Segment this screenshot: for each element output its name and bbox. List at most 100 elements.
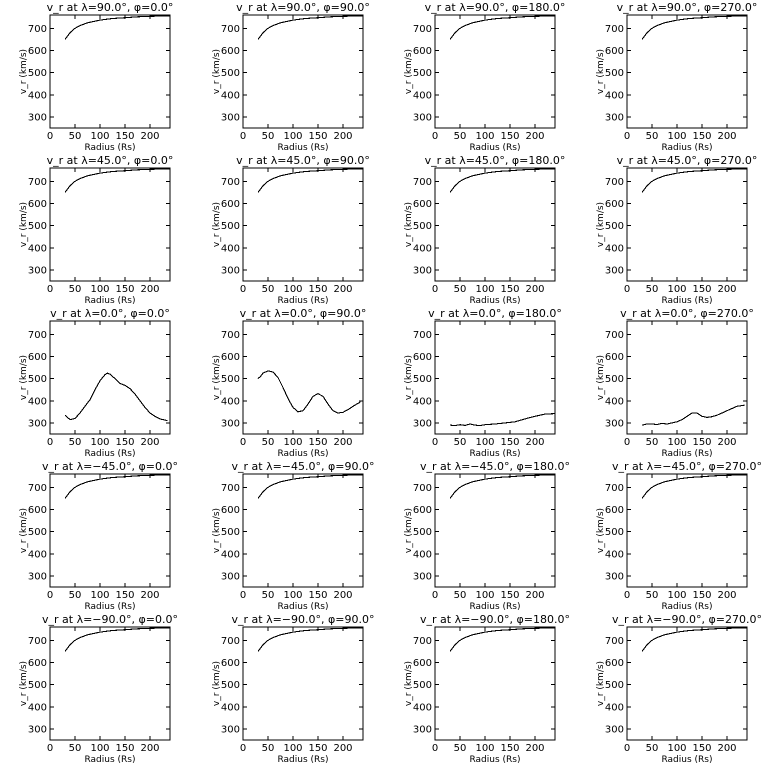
x-tick-label: 200 bbox=[140, 131, 159, 142]
x-tick-label: 150 bbox=[115, 590, 134, 601]
y-axis-label: v_r (km/s) bbox=[596, 355, 606, 400]
y-tick-label: 400 bbox=[28, 396, 47, 407]
y-tick-label: 600 bbox=[28, 46, 47, 57]
x-tick-label: 100 bbox=[667, 437, 686, 448]
y-tick-label: 600 bbox=[605, 199, 624, 210]
x-tick-label: 100 bbox=[475, 437, 494, 448]
chart-panel: v_r at λ=−90.0°, φ=0.0° 0 50 100 150 200 300 40… bbox=[19, 613, 178, 765]
x-tick-label: 200 bbox=[140, 437, 159, 448]
series-line bbox=[64, 372, 168, 422]
y-tick-label: 700 bbox=[413, 636, 432, 647]
x-tick-label: 150 bbox=[692, 437, 711, 448]
series-line bbox=[64, 168, 171, 193]
x-axis-label: Radius (Rs) bbox=[661, 296, 712, 306]
x-axis-label: Radius (Rs) bbox=[277, 755, 328, 765]
chart-panel: v_r at λ=−90.0°, φ=180.0° 0 50 100 150 200 300… bbox=[404, 613, 570, 765]
y-tick-label: 400 bbox=[221, 243, 240, 254]
y-tick-label: 400 bbox=[605, 396, 624, 407]
x-tick-label: 50 bbox=[646, 590, 659, 601]
chart-panel: v_r at λ=−45.0°, φ=0.0° 0 50 100 150 200 300 40… bbox=[19, 460, 178, 612]
chart-panel: v_r at λ=90.0°, φ=270.0° 0 50 100 150 200 300 4… bbox=[596, 1, 757, 153]
x-tick-label: 150 bbox=[692, 743, 711, 754]
x-tick-label: 150 bbox=[308, 131, 327, 142]
chart-panel: v_r at λ=45.0°, φ=0.0° 0 50 100 150 200 300 400… bbox=[19, 154, 173, 306]
y-tick-label: 300 bbox=[221, 724, 240, 735]
plot-frame bbox=[49, 167, 171, 282]
y-axis-label: v_r (km/s) bbox=[596, 49, 606, 94]
y-tick-label: 700 bbox=[413, 483, 432, 494]
x-tick-label: 150 bbox=[115, 743, 134, 754]
plot-frame bbox=[49, 320, 171, 435]
x-tick-label: 100 bbox=[90, 590, 109, 601]
series-line bbox=[257, 168, 364, 193]
y-tick-label: 300 bbox=[221, 418, 240, 429]
y-axis-label: v_r (km/s) bbox=[596, 508, 606, 553]
x-tick-label: 200 bbox=[717, 437, 736, 448]
x-tick-label: 100 bbox=[90, 284, 109, 295]
y-axis-label: v_r (km/s) bbox=[19, 508, 29, 553]
y-tick-label: 700 bbox=[605, 177, 624, 188]
x-axis-label: Radius (Rs) bbox=[84, 602, 135, 612]
series-line bbox=[641, 15, 748, 40]
x-tick-label: 50 bbox=[454, 437, 467, 448]
x-tick-label: 50 bbox=[646, 284, 659, 295]
chart-panel: v_r at λ=45.0°, φ=180.0° 0 50 100 150 200 300 4… bbox=[404, 154, 565, 306]
x-tick-label: 0 bbox=[432, 743, 438, 754]
y-tick-label: 300 bbox=[221, 571, 240, 582]
y-tick-label: 400 bbox=[413, 396, 432, 407]
y-tick-label: 300 bbox=[605, 724, 624, 735]
x-tick-label: 150 bbox=[115, 131, 134, 142]
x-tick-label: 0 bbox=[432, 131, 438, 142]
x-tick-label: 100 bbox=[283, 743, 302, 754]
plot-frame bbox=[626, 626, 748, 741]
x-tick-label: 100 bbox=[90, 131, 109, 142]
x-tick-label: 150 bbox=[308, 743, 327, 754]
x-tick-label: 0 bbox=[624, 131, 630, 142]
x-tick-label: 100 bbox=[667, 590, 686, 601]
y-tick-label: 400 bbox=[221, 549, 240, 560]
x-tick-label: 100 bbox=[475, 284, 494, 295]
chart-title: v_r at λ=45.0°, φ=270.0° bbox=[617, 154, 758, 167]
x-tick-label: 0 bbox=[240, 743, 246, 754]
y-tick-label: 700 bbox=[221, 24, 240, 35]
x-tick-label: 50 bbox=[262, 284, 275, 295]
x-tick-label: 100 bbox=[475, 131, 494, 142]
y-tick-label: 500 bbox=[413, 221, 432, 232]
x-tick-label: 0 bbox=[240, 437, 246, 448]
x-tick-label: 150 bbox=[308, 437, 327, 448]
y-tick-label: 400 bbox=[413, 549, 432, 560]
x-tick-label: 100 bbox=[283, 131, 302, 142]
y-axis-label: v_r (km/s) bbox=[404, 661, 414, 706]
y-axis-label: v_r (km/s) bbox=[19, 202, 29, 247]
y-tick-label: 500 bbox=[221, 68, 240, 79]
x-tick-label: 0 bbox=[624, 590, 630, 601]
chart-title: v_r at λ=90.0°, φ=180.0° bbox=[425, 1, 566, 14]
x-tick-label: 150 bbox=[692, 590, 711, 601]
y-tick-label: 300 bbox=[413, 265, 432, 276]
y-tick-label: 600 bbox=[221, 352, 240, 363]
x-tick-label: 150 bbox=[500, 590, 519, 601]
y-tick-label: 500 bbox=[605, 527, 624, 538]
y-axis-label: v_r (km/s) bbox=[212, 661, 222, 706]
x-tick-label: 50 bbox=[454, 743, 467, 754]
x-axis-label: Radius (Rs) bbox=[277, 296, 328, 306]
x-tick-label: 0 bbox=[432, 437, 438, 448]
y-tick-label: 400 bbox=[28, 90, 47, 101]
x-tick-label: 0 bbox=[432, 590, 438, 601]
y-tick-label: 500 bbox=[413, 68, 432, 79]
y-tick-label: 700 bbox=[605, 483, 624, 494]
x-tick-label: 200 bbox=[717, 590, 736, 601]
x-axis-label: Radius (Rs) bbox=[469, 755, 520, 765]
series-line bbox=[449, 474, 556, 499]
y-tick-label: 600 bbox=[413, 352, 432, 363]
y-tick-label: 600 bbox=[28, 352, 47, 363]
x-tick-label: 50 bbox=[262, 590, 275, 601]
x-tick-label: 0 bbox=[432, 284, 438, 295]
x-tick-label: 100 bbox=[667, 131, 686, 142]
y-tick-label: 600 bbox=[413, 658, 432, 669]
chart-panel: v_r at λ=0.0°, φ=180.0° 0 50 100 150 200 300 40… bbox=[404, 307, 562, 459]
y-tick-label: 600 bbox=[28, 658, 47, 669]
y-tick-label: 600 bbox=[28, 199, 47, 210]
x-tick-label: 150 bbox=[500, 131, 519, 142]
